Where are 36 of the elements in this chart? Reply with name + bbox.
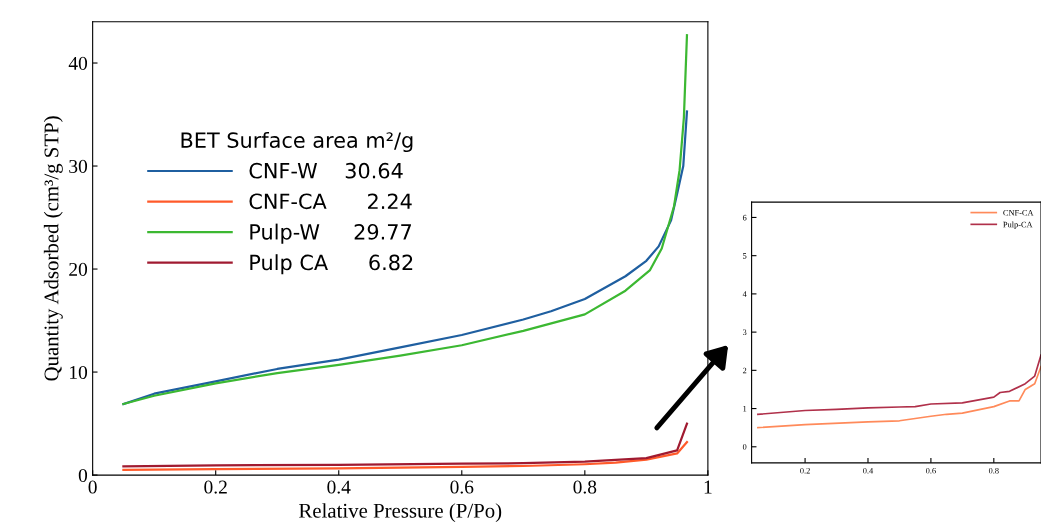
y-tick-label: 6: [742, 214, 747, 221]
legend-label: Pulp CA 6.82: [250, 254, 413, 275]
y-tick-label: 2: [742, 367, 747, 374]
line-series: [122, 34, 689, 406]
legend-title: BET Surface area m²/g: [181, 131, 413, 153]
x-axis-title: Relative Pressure (P/Po): [299, 503, 502, 523]
legend-label: CNF-CA: [1003, 209, 1034, 216]
x-tick-label: 0: [88, 480, 97, 494]
x-tick-label: 0.2: [800, 467, 810, 474]
x-tick-label: 1: [704, 480, 712, 494]
legend-label: CNF-CA 2.24: [249, 193, 412, 210]
y-tick-label: 4: [742, 291, 747, 297]
legend-label: Pulp-CA: [1003, 221, 1033, 230]
legend-label: Pulp-W 29.77: [250, 223, 411, 244]
line-series: [122, 441, 689, 472]
y-tick-label: 40: [68, 56, 88, 70]
line-series: [122, 110, 689, 406]
y-tick-label: 10: [70, 365, 88, 379]
x-tick-label: 0.4: [863, 467, 874, 474]
x-tick-label: 0.6: [450, 480, 474, 494]
legend-label: CNF-W 30.64: [249, 162, 403, 179]
line-series: [122, 422, 689, 468]
x-tick-label: 0.8: [573, 480, 597, 494]
line-series: [757, 354, 1041, 416]
line-series: [757, 365, 1041, 429]
y-tick-label: 20: [69, 262, 88, 276]
y-tick-label: 0: [742, 444, 747, 450]
y-tick-label: 30: [69, 159, 88, 173]
y-tick-label: 1: [743, 405, 747, 412]
y-tick-label: 3: [742, 329, 747, 336]
x-tick-label: 0.8: [988, 467, 999, 474]
x-tick-label: 0.6: [926, 467, 936, 474]
x-tick-label: 0.2: [204, 480, 227, 494]
x-tick-label: 0.4: [327, 480, 351, 494]
y-axis-title: Quantity Adsorbed (cm³/g STP): [43, 116, 63, 381]
y-tick-label: 5: [743, 253, 747, 259]
